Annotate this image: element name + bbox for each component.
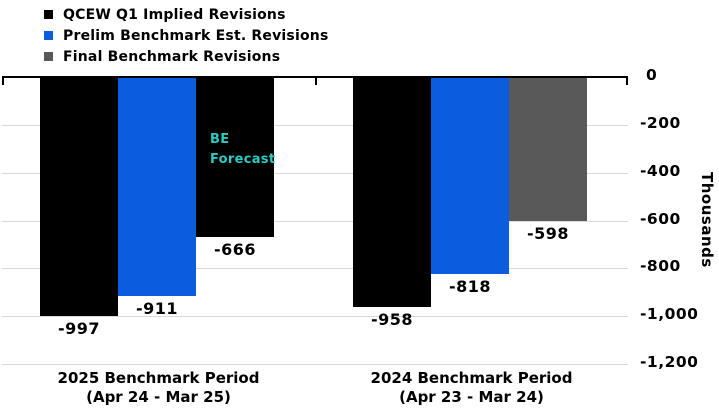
legend-swatch-icon xyxy=(44,52,53,61)
legend-swatch-icon xyxy=(44,10,53,19)
legend-item-label: Final Benchmark Revisions xyxy=(63,48,281,65)
bar-value-label-prelim-benchmark-est-revisions-2025: -911 xyxy=(135,298,179,318)
bar-value-label-prelim-benchmark-est-revisions-2024: -818 xyxy=(448,276,492,296)
y-axis-title: Thousands xyxy=(698,171,716,268)
category-label-2024: 2024 Benchmark Period (Apr 23 - Mar 24) xyxy=(315,369,628,407)
category-label-line1: 2024 Benchmark Period xyxy=(370,369,573,387)
bar-value-label-final-benchmark-revisions-2024: -598 xyxy=(526,224,570,244)
be-forecast-line1: BE xyxy=(210,132,230,147)
chart-legend: QCEW Q1 Implied Revisions Prelim Benchmar… xyxy=(44,4,328,67)
category-label-line2: (Apr 24 - Mar 25) xyxy=(86,388,231,406)
be-forecast-line2: Forecast xyxy=(210,152,276,167)
gridline--1200 xyxy=(2,364,628,365)
plot-area: -997 -911 BE Forecast -666 -958 -818 -598 xyxy=(2,76,628,365)
y-tick-label--1200: -1,200 xyxy=(640,353,699,371)
be-forecast-annotation: BE Forecast xyxy=(210,130,275,170)
bar-prelim-benchmark-est-revisions-2025 xyxy=(118,78,196,296)
y-tick-label--400: -400 xyxy=(640,161,681,180)
gridline--400 xyxy=(2,172,628,174)
bar-value-label-final-benchmark-revisions-2025: -666 xyxy=(213,240,257,260)
y-tick-label--600: -600 xyxy=(640,209,681,228)
legend-item-final-benchmark-revisions: Final Benchmark Revisions xyxy=(44,46,328,67)
axis-boundary-tick xyxy=(2,78,4,85)
bar-qcew-q1-implied-revisions-2024 xyxy=(353,78,431,308)
bar-final-benchmark-revisions-2024 xyxy=(509,78,587,222)
y-tick-label--800: -800 xyxy=(640,257,681,276)
axis-boundary-tick xyxy=(626,78,628,85)
y-tick-label-0: 0 xyxy=(646,66,658,84)
legend-item-label: QCEW Q1 Implied Revisions xyxy=(63,6,286,23)
legend-item-qcew-q1-implied-revisions: QCEW Q1 Implied Revisions xyxy=(44,4,328,25)
y-tick-label--200: -200 xyxy=(640,113,681,132)
axis-boundary-tick xyxy=(315,78,317,85)
legend-swatch-icon xyxy=(44,31,53,40)
legend-item-label: Prelim Benchmark Est. Revisions xyxy=(63,27,329,44)
bar-value-label-qcew-q1-implied-revisions-2025: -997 xyxy=(57,319,101,339)
gridline--200 xyxy=(2,124,628,126)
category-label-line1: 2025 Benchmark Period xyxy=(57,369,260,387)
gridline--1000 xyxy=(2,316,628,318)
category-label-2025: 2025 Benchmark Period (Apr 24 - Mar 25) xyxy=(2,369,315,407)
gridline--800 xyxy=(2,268,628,270)
legend-item-prelim-benchmark-est-revisions: Prelim Benchmark Est. Revisions xyxy=(44,25,328,46)
category-label-line2: (Apr 23 - Mar 24) xyxy=(399,388,544,406)
bar-value-label-qcew-q1-implied-revisions-2024: -958 xyxy=(370,310,414,330)
bar-prelim-benchmark-est-revisions-2024 xyxy=(431,78,509,274)
bar-final-benchmark-revisions-2025: BE Forecast xyxy=(196,78,275,238)
bar-qcew-q1-implied-revisions-2025 xyxy=(40,78,118,317)
gridline--600 xyxy=(2,220,628,222)
y-tick-label--1000: -1,000 xyxy=(640,305,699,324)
